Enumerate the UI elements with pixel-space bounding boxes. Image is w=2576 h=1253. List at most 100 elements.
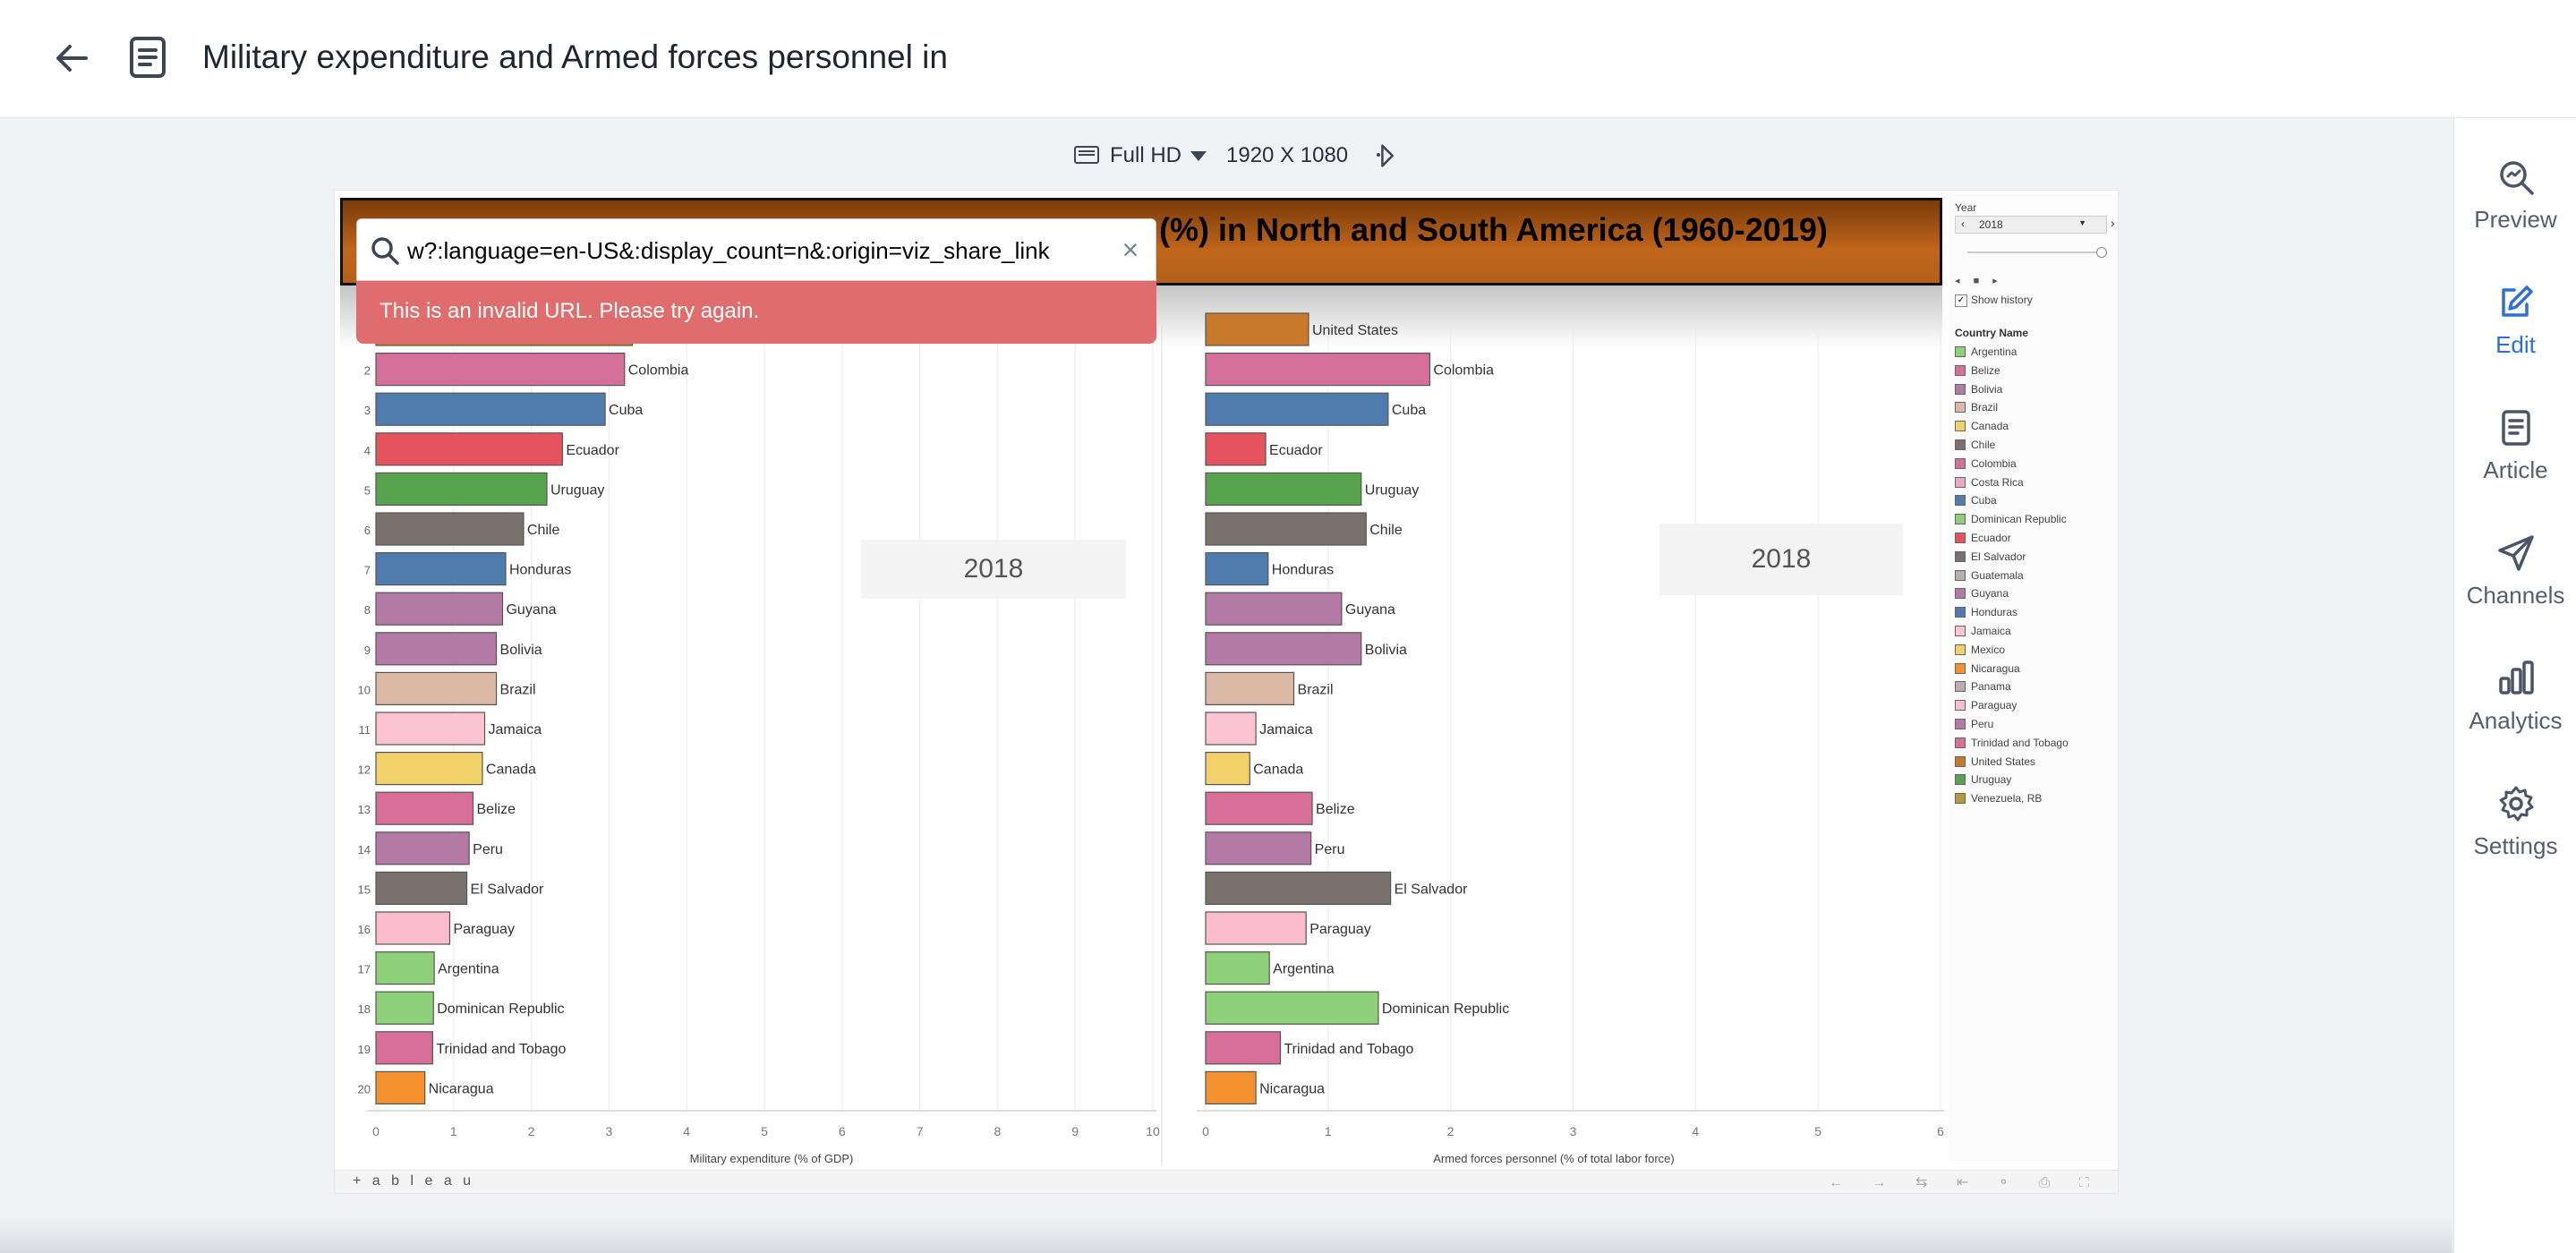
legend-item[interactable]: Bolivia bbox=[1955, 380, 2002, 398]
legend-item[interactable]: Belize bbox=[1955, 362, 2000, 379]
legend-label: Guyana bbox=[1971, 587, 2009, 601]
nav-analytics[interactable]: Analytics bbox=[2454, 637, 2576, 745]
legend-item[interactable]: El Salvador bbox=[1955, 548, 2026, 566]
year-select-caret-icon[interactable]: ▼ bbox=[2078, 218, 2086, 227]
armed-forces-bar-label: Belize bbox=[1316, 802, 1355, 817]
legend-item[interactable]: Chile bbox=[1955, 436, 1995, 454]
legend-label: Argentina bbox=[1971, 345, 2017, 358]
armed-forces-bar bbox=[1205, 1070, 1257, 1105]
legend-swatch bbox=[1955, 550, 1966, 562]
resolution-toolbar: Full HD 1920 X 1080 bbox=[1074, 140, 1395, 172]
military-tick-label: 1 bbox=[450, 1124, 457, 1138]
legend-item[interactable]: Venezuela, RB bbox=[1955, 789, 2042, 807]
military-bar bbox=[375, 831, 470, 865]
legend-item[interactable]: Colombia bbox=[1955, 455, 2017, 473]
military-tick-label: 9 bbox=[1071, 1124, 1079, 1138]
year-slider-track[interactable] bbox=[1967, 251, 2102, 253]
rank-label: 7 bbox=[364, 564, 371, 577]
rank-label: 18 bbox=[358, 1002, 371, 1016]
chevron-down-icon[interactable] bbox=[1190, 150, 1207, 161]
legend-item[interactable]: Guatemala bbox=[1955, 567, 2024, 584]
military-bar-label: Brazil bbox=[500, 682, 536, 697]
legend-item[interactable]: Brazil bbox=[1955, 398, 1998, 416]
year-watermark-left: 2018 bbox=[861, 540, 1126, 599]
legend-item[interactable]: Mexico bbox=[1955, 641, 2005, 659]
legend-label: Nicaragua bbox=[1971, 661, 2020, 675]
military-bar bbox=[375, 632, 498, 666]
military-tick-label: 5 bbox=[761, 1124, 768, 1138]
armed-forces-tick-label: 2 bbox=[1447, 1124, 1454, 1138]
nav-preview[interactable]: Preview bbox=[2454, 136, 2576, 243]
legend-swatch bbox=[1955, 588, 1966, 600]
resolution-size: 1920 X 1080 bbox=[1226, 143, 1349, 167]
show-history-checkbox[interactable]: ✓ bbox=[1955, 294, 1967, 307]
legend-swatch bbox=[1955, 607, 1966, 618]
armed-forces-bar bbox=[1205, 712, 1257, 746]
legend-item[interactable]: Dominican Republic bbox=[1955, 510, 2067, 528]
armed-forces-bar-label: Bolivia bbox=[1365, 643, 1407, 658]
nav-channels[interactable]: Channels bbox=[2454, 512, 2576, 619]
military-bar bbox=[375, 512, 525, 546]
armed-forces-tick-label: 6 bbox=[1937, 1124, 1944, 1138]
nav-settings[interactable]: Settings bbox=[2454, 763, 2576, 870]
rotate-icon[interactable] bbox=[1368, 142, 1395, 169]
military-tick-label: 2 bbox=[528, 1124, 535, 1138]
armed-forces-bar bbox=[1205, 472, 1362, 506]
year-select-left-arrow[interactable]: ‹ bbox=[1961, 217, 1965, 230]
military-bar bbox=[375, 552, 507, 586]
legend-item[interactable]: Peru bbox=[1955, 715, 1993, 733]
legend-item[interactable]: Cuba bbox=[1955, 491, 1997, 509]
monitor-icon bbox=[1074, 146, 1099, 164]
playback-controls[interactable]: ◂ ■ ▸ bbox=[1955, 276, 2003, 286]
toolbar-action-icons[interactable]: ← → ⇆ ⇤ ⚬ ⎙ ⛶ bbox=[1829, 1175, 2102, 1190]
legend-swatch bbox=[1955, 626, 1966, 636]
armed-forces-bar-label: Colombia bbox=[1433, 363, 1494, 379]
url-search-input[interactable] bbox=[405, 230, 1116, 271]
nav-article-label: Article bbox=[2483, 456, 2548, 483]
legend-item[interactable]: Honduras bbox=[1955, 603, 2017, 621]
armed-forces-bar-label: El Salvador bbox=[1395, 882, 1468, 897]
document-icon[interactable] bbox=[125, 34, 170, 81]
rank-label: 12 bbox=[358, 763, 371, 777]
legend-item[interactable]: Paraguay bbox=[1955, 696, 2017, 714]
armed-forces-bar bbox=[1205, 552, 1269, 586]
military-bar-label: Jamaica bbox=[489, 722, 542, 737]
resolution-select[interactable]: Full HD bbox=[1110, 143, 1182, 167]
year-slider-handle[interactable] bbox=[2096, 247, 2107, 258]
right-sidebar: Preview Edit Article Channels Analytics bbox=[2453, 118, 2576, 1253]
rank-label: 5 bbox=[364, 483, 371, 497]
military-bar bbox=[375, 1031, 433, 1065]
legend-item[interactable]: Costa Rica bbox=[1955, 473, 2024, 491]
legend-item[interactable]: Canada bbox=[1955, 417, 2009, 435]
clear-icon[interactable]: × bbox=[1122, 234, 1139, 266]
article-icon bbox=[2501, 410, 2530, 446]
armed-forces-bar bbox=[1205, 312, 1309, 346]
legend-title: Country Name bbox=[1955, 327, 2029, 339]
year-next-arrow[interactable]: › bbox=[2111, 216, 2115, 230]
legend-item[interactable]: United States bbox=[1955, 753, 2035, 771]
legend-item[interactable]: Guyana bbox=[1955, 584, 2009, 602]
legend-item[interactable]: Uruguay bbox=[1955, 771, 2011, 788]
nav-article[interactable]: Article bbox=[2454, 387, 2576, 494]
legend-item[interactable]: Panama bbox=[1955, 678, 2011, 695]
legend-swatch bbox=[1955, 495, 1966, 507]
rank-label: 6 bbox=[364, 524, 371, 537]
legend-item[interactable]: Ecuador bbox=[1955, 529, 2011, 547]
rank-label: 15 bbox=[358, 882, 371, 896]
legend-swatch bbox=[1955, 346, 1966, 357]
legend-item[interactable]: Trinidad and Tobago bbox=[1955, 734, 2068, 752]
armed-forces-bar-label: Paraguay bbox=[1309, 922, 1371, 937]
armed-forces-bar bbox=[1205, 791, 1313, 825]
legend-item[interactable]: Jamaica bbox=[1955, 622, 2011, 640]
legend-label: Peru bbox=[1971, 718, 1994, 730]
tableau-logo[interactable]: + a b l e a u bbox=[353, 1173, 475, 1189]
armed-forces-bar-label: Argentina bbox=[1273, 962, 1335, 977]
nav-edit[interactable]: Edit bbox=[2454, 261, 2576, 369]
back-arrow-icon[interactable] bbox=[50, 36, 95, 81]
rank-label: 8 bbox=[364, 603, 371, 617]
legend-swatch bbox=[1955, 514, 1966, 525]
military-tick-label: 7 bbox=[917, 1124, 924, 1138]
legend-item[interactable]: Nicaragua bbox=[1955, 660, 2020, 678]
year-filter-select[interactable]: ‹ 2018 ▼ bbox=[1955, 216, 2107, 234]
legend-item[interactable]: Argentina bbox=[1955, 343, 2017, 361]
